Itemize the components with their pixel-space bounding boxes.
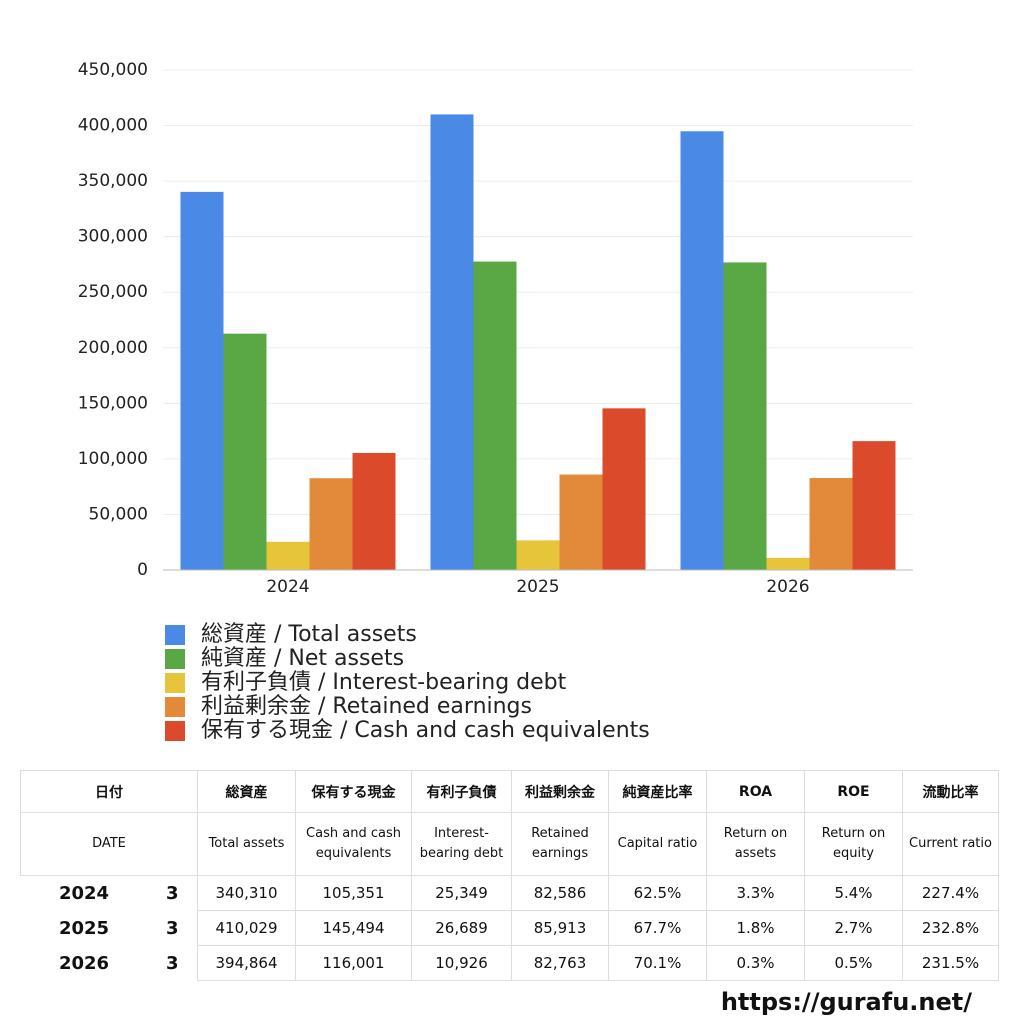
table-cell: 145,494	[295, 910, 412, 946]
table-cell: 3	[165, 882, 179, 904]
table-row: DATE Total assets Cash and cash equivalent…	[20, 812, 999, 876]
table-cell: 0.3%	[706, 945, 805, 981]
bar	[180, 191, 224, 570]
table-cell: ROA	[706, 770, 805, 813]
table-cell: 2024	[58, 882, 110, 904]
table-cell: 105,351	[295, 875, 412, 911]
legend-swatch	[165, 625, 185, 645]
table-row: 2024 3 340,310 105,351 25,349 82,586 62.5% 3.3%…	[21, 875, 999, 911]
y-tick-label: 50,000	[89, 504, 148, 524]
table-cell: 116,001	[295, 945, 412, 981]
table-cell: 利益剰余金	[511, 770, 609, 813]
table-cell: Current ratio	[902, 812, 999, 876]
table-cell: 410,029	[197, 910, 296, 946]
table-cell: 62.5%	[608, 875, 707, 911]
table-cell: 0.5%	[804, 945, 903, 981]
data-table: 日付 総資産 保有する現金 有利子負債 利益剰余金 純資産比率 ROA ROE 流動比率 DATE…	[20, 770, 999, 981]
bar	[473, 261, 517, 570]
table-cell: 85,913	[511, 910, 609, 946]
table-cell: 総資産	[197, 770, 296, 813]
y-tick-label: 100,000	[78, 449, 148, 469]
table-cell: 10,926	[411, 945, 512, 981]
table-cell: 5.4%	[804, 875, 903, 911]
y-tick-label: 300,000	[78, 227, 148, 247]
table-cell: 25,349	[411, 875, 512, 911]
bar	[266, 541, 310, 570]
table-cell: 2026	[58, 952, 110, 974]
table-cell: 3	[165, 952, 179, 974]
table-cell: Cash and cash equivalents	[295, 812, 412, 876]
table-cell: Capital ratio	[608, 812, 707, 876]
table-cell: 保有する現金	[295, 770, 412, 813]
table-cell: 231.5%	[902, 945, 999, 981]
bar	[809, 478, 853, 570]
table-cell: 26,689	[411, 910, 512, 946]
table-row: 2026 3 394,864 116,001 10,926 82,763 70.1% 0.3%…	[21, 945, 999, 981]
y-tick-label: 0	[137, 560, 148, 580]
bar	[223, 333, 267, 570]
chart: 0 50,000 100,000 150,000 200,000 250,000 300,0…	[78, 60, 913, 743]
x-tick-label: 2024	[266, 577, 309, 597]
bar	[602, 408, 646, 570]
table-row: 2025 3 410,029 145,494 26,689 85,913 67.7% 1.8%…	[21, 910, 999, 946]
table-cell: 82,763	[511, 945, 609, 981]
x-tick-label: 2025	[516, 577, 559, 597]
bar	[723, 262, 767, 570]
legend-label: 純資産 / Net assets	[201, 646, 404, 671]
table-cell: Total assets	[197, 812, 296, 876]
site-url: https://gurafu.net/	[720, 988, 972, 1016]
table-cell: 3.3%	[706, 875, 805, 911]
table-cell: 3	[165, 917, 179, 939]
table-cell: ROE	[804, 770, 903, 813]
bar	[430, 114, 474, 570]
table-cell: 67.7%	[608, 910, 707, 946]
y-tick-label: 250,000	[78, 282, 148, 302]
table-cell: Retained earnings	[511, 812, 609, 876]
legend-swatch	[165, 673, 185, 693]
table-cell: Interest-bearing debt	[411, 812, 512, 876]
bar	[516, 540, 560, 570]
y-tick-label: 400,000	[78, 116, 148, 136]
legend-swatch	[165, 649, 185, 669]
table-cell: 日付	[20, 770, 198, 813]
table-row: 日付 総資産 保有する現金 有利子負債 利益剰余金 純資産比率 ROA ROE 流動比率	[20, 770, 999, 813]
legend-label: 有利子負債 / Interest-bearing debt	[201, 670, 567, 695]
table-cell: 1.8%	[706, 910, 805, 946]
y-tick-label: 350,000	[78, 171, 148, 191]
table-cell: 有利子負債	[411, 770, 512, 813]
table-cell: 流動比率	[902, 770, 999, 813]
table-cell: 340,310	[197, 875, 296, 911]
table-cell: 82,586	[511, 875, 609, 911]
bar	[352, 452, 396, 570]
table-cell: 70.1%	[608, 945, 707, 981]
table-cell: DATE	[20, 812, 198, 876]
table-cell: 純資産比率	[608, 770, 707, 813]
legend-swatch	[165, 697, 185, 717]
legend-label: 保有する現金 / Cash and cash equivalents	[201, 718, 650, 743]
table-cell: 2.7%	[804, 910, 903, 946]
y-tick-label: 450,000	[78, 60, 148, 80]
y-tick-label: 150,000	[78, 393, 148, 413]
table-cell: Return on assets	[706, 812, 805, 876]
legend-label: 利益剰余金 / Retained earnings	[201, 694, 532, 719]
x-tick-label: 2026	[766, 577, 809, 597]
table-cell: 232.8%	[902, 910, 999, 946]
bar	[559, 474, 603, 570]
bar	[766, 557, 810, 570]
bar	[309, 478, 353, 570]
table-cell: Return on equity	[804, 812, 903, 876]
legend-label: 総資産 / Total assets	[201, 622, 417, 647]
legend-swatch	[165, 721, 185, 741]
table-cell: 394,864	[197, 945, 296, 981]
y-tick-label: 200,000	[78, 338, 148, 358]
table-cell: 227.4%	[902, 875, 999, 911]
table-cell: 2025	[58, 917, 110, 939]
bar	[852, 441, 896, 570]
bar	[680, 131, 724, 571]
